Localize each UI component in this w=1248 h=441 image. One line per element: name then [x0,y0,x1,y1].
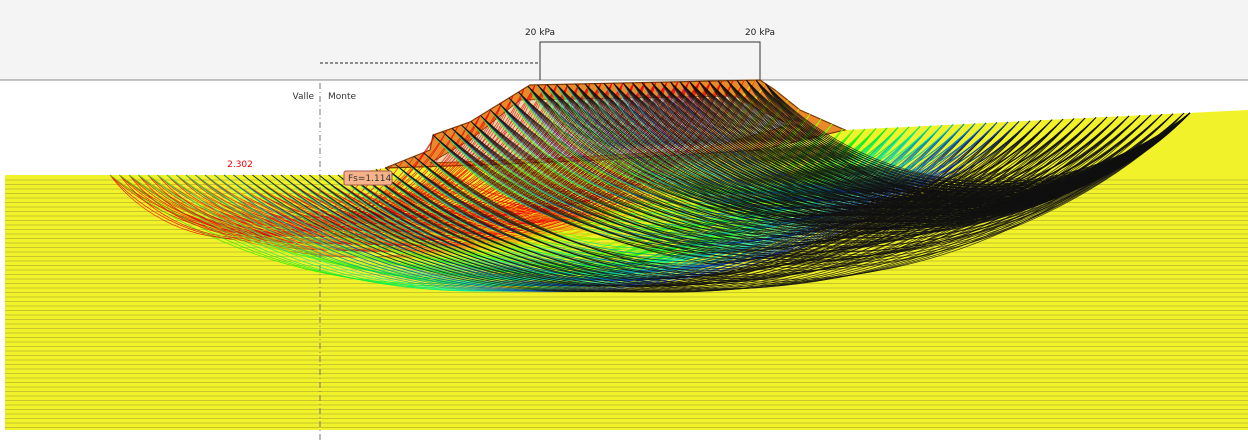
max-fs: 2.302 [227,160,253,170]
zone-label: Monte [328,92,357,102]
load-label: 20 kPa [745,28,775,38]
min-fs: Fs=1.114 [348,174,391,184]
load-label: 20 kPa [525,28,555,38]
slope-view: 20 kPa 20 kPa Valle Monte 2.302 Fs=1.114 [0,0,1248,441]
sky-band [0,0,1248,80]
zone-label: Valle [292,92,314,102]
